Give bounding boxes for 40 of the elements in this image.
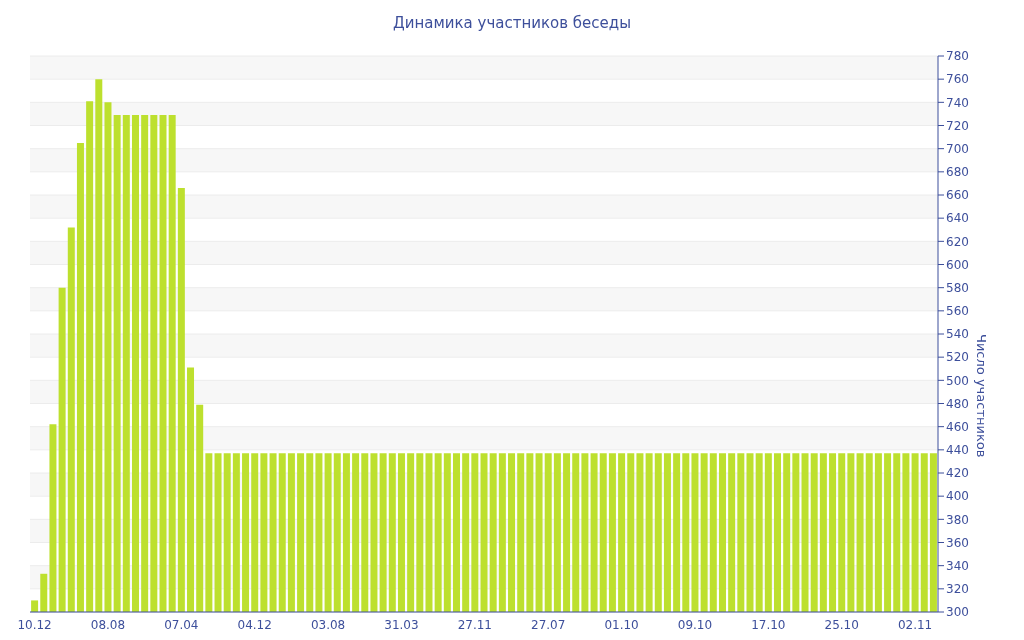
y-tick-label: 440 [946, 443, 969, 458]
y-tick-label: 460 [946, 419, 969, 434]
y-tick-label: 620 [946, 234, 969, 249]
y-tick-label: 380 [946, 512, 969, 527]
y-tick-label: 320 [946, 582, 969, 597]
y-tick-label: 760 [946, 72, 969, 87]
x-tick-label: 10.12 [17, 617, 52, 632]
x-tick-label: 08.08 [90, 617, 126, 632]
y-tick-label: 560 [946, 304, 969, 319]
y-tick-label: 640 [946, 211, 969, 226]
x-tick-label: 27.11 [457, 617, 493, 632]
x-tick-label: 25.10 [824, 617, 859, 632]
x-tick-label: 02.11 [897, 617, 933, 632]
y-tick-label: 480 [946, 396, 969, 411]
y-tick-label: 780 [946, 49, 969, 64]
x-tick-label: 17.10 [751, 617, 786, 632]
y-tick-label: 540 [946, 327, 969, 342]
y-tick-label: 420 [946, 466, 969, 481]
x-tick-label: 27.07 [531, 617, 566, 632]
y-tick-label: 400 [946, 489, 969, 504]
y-tick-label: 340 [946, 558, 969, 573]
x-tick-label: 07.04 [164, 617, 199, 632]
x-tick-label: 09.10 [677, 617, 713, 632]
x-tick-label: 31.03 [384, 617, 419, 632]
y-tick-label: 300 [946, 605, 969, 620]
y-tick-label: 600 [946, 257, 969, 272]
y-tick-label: 660 [946, 188, 969, 203]
y-tick-label: 520 [946, 350, 969, 365]
x-tick-label: 04.12 [237, 617, 272, 632]
x-tick-label: 03.08 [310, 617, 346, 632]
chart-title: Динамика участников беседы [391, 13, 632, 34]
y-tick-label: 360 [946, 535, 969, 550]
y-tick-label: 720 [946, 118, 969, 133]
y-tick-label: 580 [946, 280, 969, 295]
y-tick-label: 700 [946, 141, 969, 156]
y-tick-label: 740 [946, 95, 969, 110]
x-tick-label: 01.10 [604, 617, 639, 632]
y-tick-label: 500 [946, 373, 969, 388]
y-tick-label: 680 [946, 165, 969, 180]
y-axis-title: Число участников [974, 334, 990, 458]
